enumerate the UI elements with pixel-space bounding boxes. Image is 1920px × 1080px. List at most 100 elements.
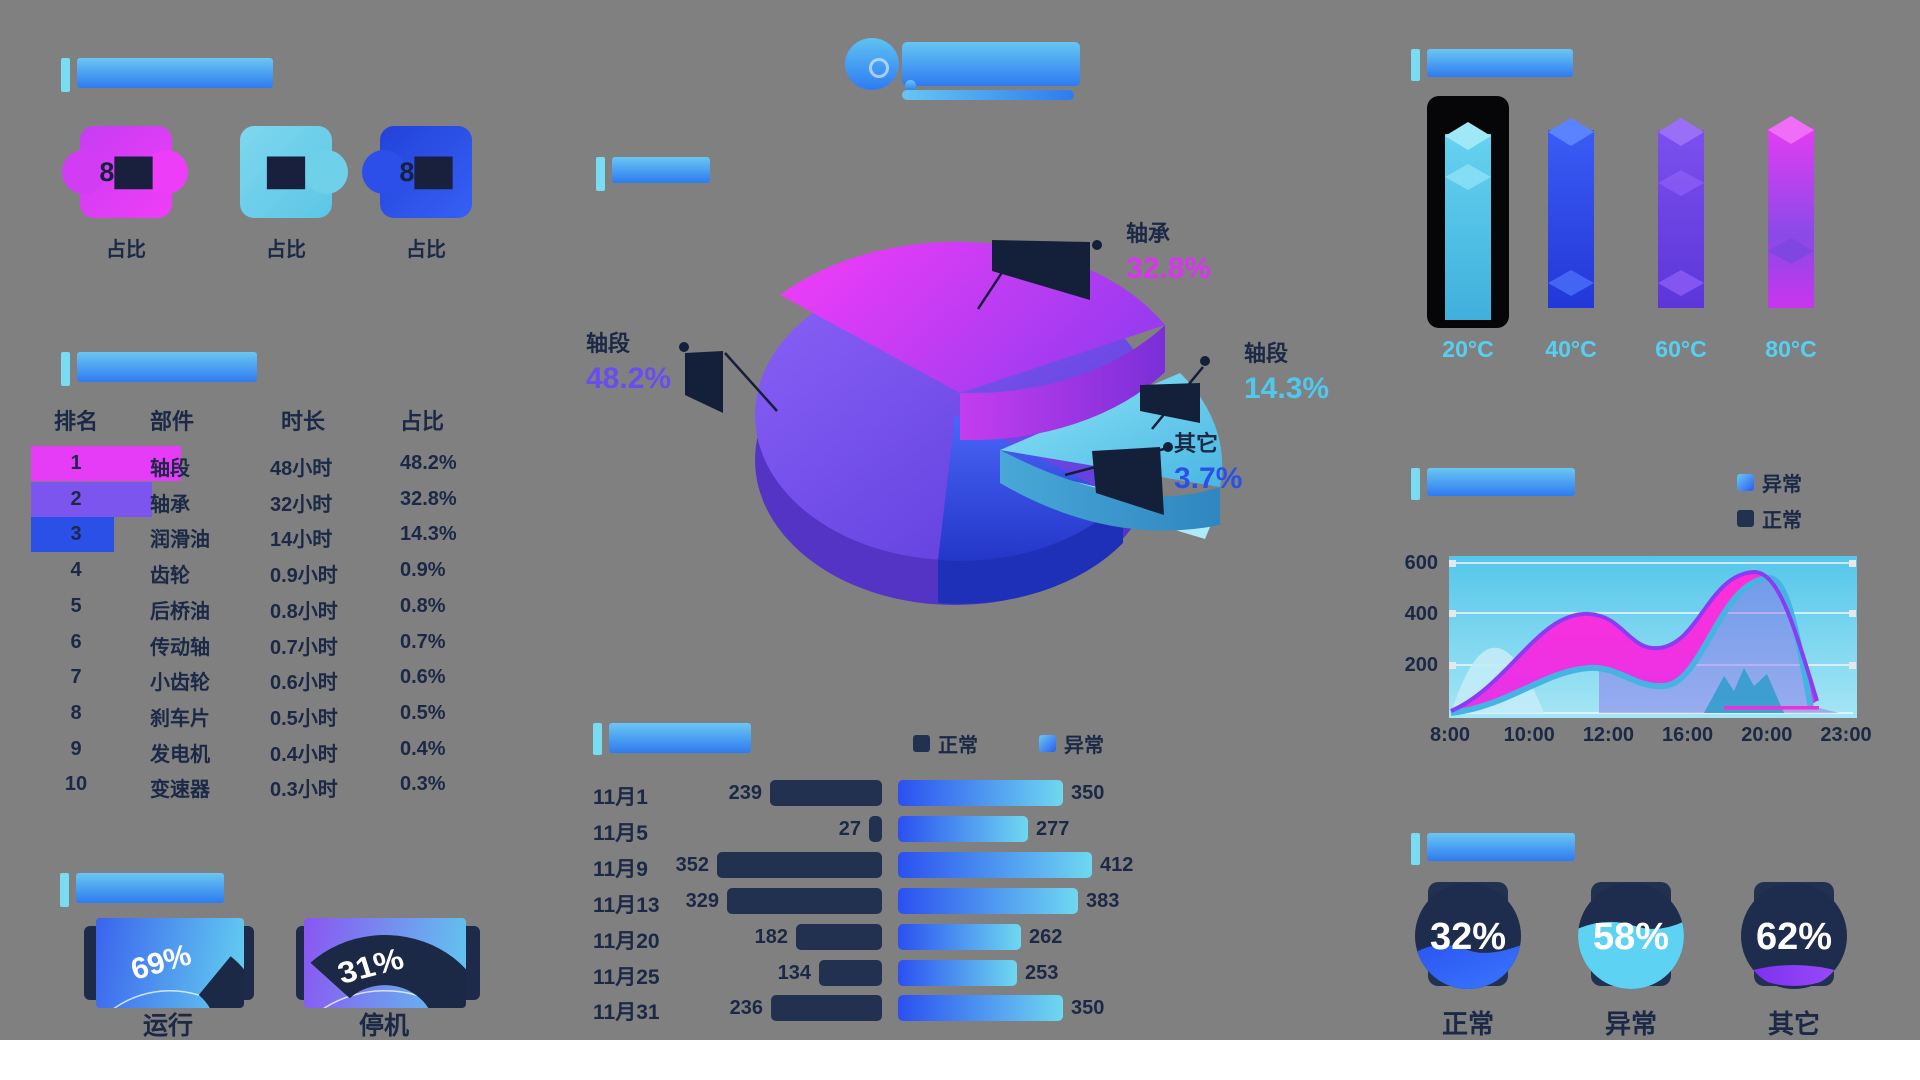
daily-row: 11月5 27 277 xyxy=(593,815,1133,845)
daily-value-abnormal: 262 xyxy=(1029,925,1063,948)
y-axis-tick: 600 xyxy=(1404,552,1438,574)
table-row: 6 传动轴 0.7小时 0.7% xyxy=(31,625,531,660)
legend-swatch xyxy=(913,735,930,752)
rank-bar xyxy=(31,446,181,481)
trend-magenta-underline xyxy=(1724,706,1819,710)
daily-bar-normal xyxy=(869,815,882,842)
cell-rank: 2 xyxy=(70,487,82,510)
daily-value-abnormal: 383 xyxy=(1086,889,1120,912)
daily-row: 11月25 134 253 xyxy=(593,959,1133,989)
card-bump xyxy=(62,150,106,194)
gauge-label: 运行 xyxy=(142,1012,193,1040)
daily-row: 11月13 329 383 xyxy=(593,887,1133,917)
daily-bar-normal xyxy=(717,851,882,878)
daily-bar-rows: 11月1 239 350 11月5 27 277 11月9 352 412 11月13 329 383… xyxy=(593,779,1133,1029)
callout-flag xyxy=(685,351,723,413)
daily-label: 11月13 xyxy=(593,893,660,917)
daily-value-normal: 239 xyxy=(728,782,762,804)
daily-label: 11月9 xyxy=(593,857,648,881)
callout-dot xyxy=(1092,240,1102,250)
temp-label: 40°C xyxy=(1545,336,1597,362)
liquid-value: 32% xyxy=(1429,916,1507,958)
daily-value-normal: 134 xyxy=(777,961,811,984)
trend-line-cyan xyxy=(1450,574,1814,716)
temp-label: 60°C xyxy=(1655,336,1707,362)
legend-item-normal[interactable]: 正常 xyxy=(913,729,978,758)
cell-name: 小齿轮 xyxy=(150,672,210,695)
title-tick xyxy=(61,58,70,92)
pie-label-shaft: 轴段 48.2% xyxy=(586,331,672,395)
title-bar xyxy=(1427,49,1573,77)
pie-slice-magenta-side xyxy=(960,325,1165,441)
legend-item-abnormal[interactable]: 异常 xyxy=(1737,468,1802,497)
daily-row: 11月9 352 412 xyxy=(593,851,1133,881)
cell-hours: 0.5小时 xyxy=(270,707,338,730)
daily-row: 11月1 239 350 xyxy=(593,779,1133,809)
cell-rank: 8 xyxy=(70,701,82,724)
gear-icon xyxy=(845,38,899,90)
cell-name: 发电机 xyxy=(150,743,210,766)
x-axis-tick: 12:00 xyxy=(1582,724,1634,746)
card-bump xyxy=(304,150,348,194)
col-header-name: 部件 xyxy=(150,409,195,434)
trend-teal-peak xyxy=(1704,668,1784,713)
cell-name: 轴承 xyxy=(150,493,190,516)
col-header-hours: 时长 xyxy=(281,409,326,434)
gauge-running: 69% xyxy=(96,918,244,1008)
liquid-gauge-abnormal xyxy=(1578,883,1684,989)
table-header: 排名 部件 时长 占比 xyxy=(31,404,531,434)
daily-bar-normal xyxy=(796,923,882,950)
title-bar xyxy=(77,58,273,88)
daily-value-normal: 27 xyxy=(838,817,861,840)
cell-rank: 1 xyxy=(70,452,82,474)
liquid-value: 62% xyxy=(1755,916,1833,958)
title-tick xyxy=(596,157,605,191)
table-row: 7 小齿轮 0.6小时 0.6% xyxy=(31,660,531,695)
gauge-value: 69% xyxy=(127,939,195,987)
cell-pct: 0.9% xyxy=(400,559,446,582)
x-axis-tick: 8:00 xyxy=(1429,724,1471,746)
section-title-pie xyxy=(596,157,710,191)
temp-label: 80°C xyxy=(1765,336,1817,362)
pie-label-bearing: 轴承 32.8% xyxy=(1126,221,1212,285)
cell-rank: 4 xyxy=(70,559,82,582)
cell-rank: 6 xyxy=(70,630,82,653)
title-underline xyxy=(902,90,1074,100)
stat-card: 8██ xyxy=(62,126,188,218)
cell-hours: 14小时 xyxy=(270,529,333,552)
cell-hours: 48小时 xyxy=(270,458,333,480)
temp-bar xyxy=(1445,134,1491,320)
title-dot xyxy=(905,80,916,91)
legend-item-abnormal[interactable]: 异常 xyxy=(1039,729,1104,758)
callout-dot xyxy=(1163,442,1173,452)
cell-name: 润滑油 xyxy=(150,529,210,552)
cell-hours: 0.8小时 xyxy=(270,600,338,623)
section-title-trend xyxy=(1411,468,1575,500)
stat-label: 占比 xyxy=(106,239,146,261)
title-bar xyxy=(609,723,751,753)
cell-name: 变速器 xyxy=(150,779,210,802)
table-row: 1 轴段 48小时 48.2% xyxy=(31,446,531,481)
temp-bar xyxy=(1768,128,1814,308)
section-title-stats xyxy=(61,58,273,92)
daily-bar-abnormal xyxy=(898,959,1017,986)
liquid-gauge-other xyxy=(1741,883,1847,989)
cell-name: 后桥油 xyxy=(150,600,210,623)
legend-item-normal[interactable]: 正常 xyxy=(1737,504,1802,533)
daily-value-normal: 352 xyxy=(675,853,709,876)
x-axis-tick: 16:00 xyxy=(1662,724,1714,746)
section-title-temps xyxy=(1411,49,1573,81)
title-tick xyxy=(61,352,70,386)
callout-flag xyxy=(1140,383,1200,423)
section-title-gauges xyxy=(60,873,224,907)
cell-hours: 0.6小时 xyxy=(270,672,338,695)
daily-bar-normal xyxy=(771,995,882,1022)
daily-bar-abnormal xyxy=(898,851,1092,878)
daily-bar-normal xyxy=(770,780,882,806)
grid-markers xyxy=(1449,560,1856,669)
cell-pct: 0.7% xyxy=(400,630,446,653)
cell-rank: 9 xyxy=(70,737,82,760)
section-title-table xyxy=(61,352,257,386)
cell-hours: 32小时 xyxy=(270,493,333,516)
x-axis-tick: 20:00 xyxy=(1741,724,1793,746)
